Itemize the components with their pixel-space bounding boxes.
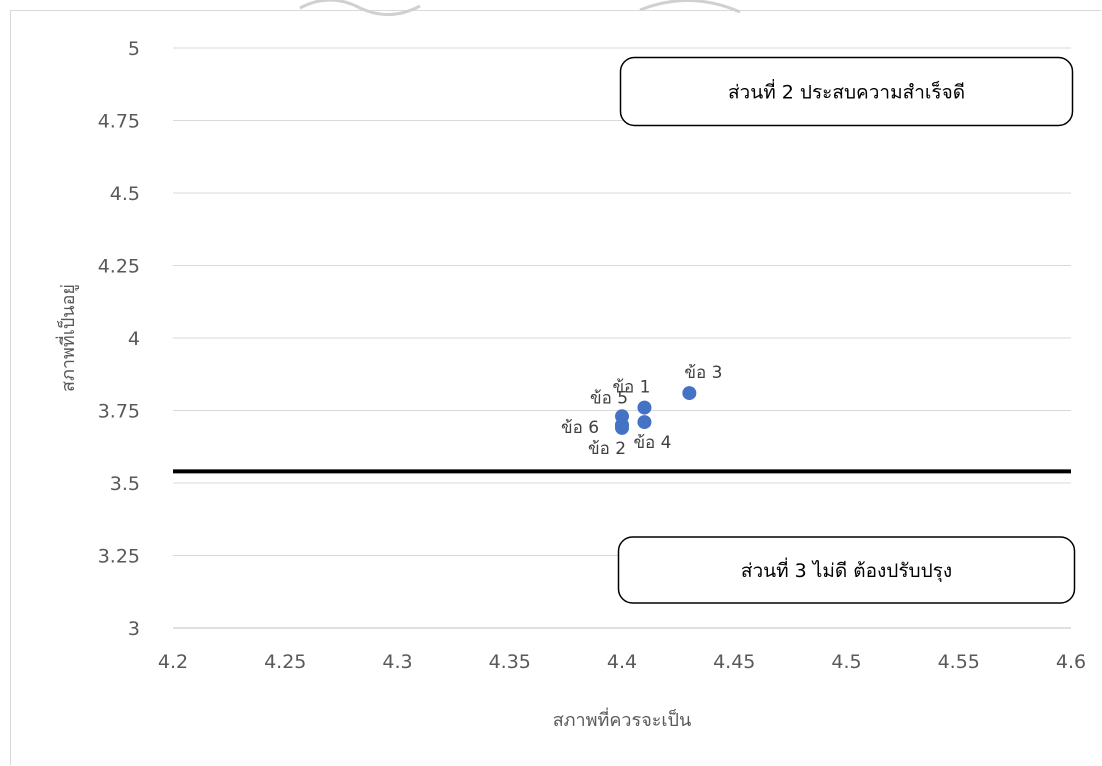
x-axis-title: สภาพที่ควรจะเป็น xyxy=(553,707,692,731)
y-tick-label: 5 xyxy=(128,38,140,60)
point-label: ข้อ 4 xyxy=(633,433,671,453)
point-label: ข้อ 3 xyxy=(684,363,722,383)
point-label: ข้อ 6 xyxy=(561,418,599,438)
x-tick-label: 4.4 xyxy=(607,651,637,673)
data-point xyxy=(637,415,652,430)
y-tick-label: 3.75 xyxy=(98,401,140,423)
data-points xyxy=(615,386,697,435)
y-tick-label: 4 xyxy=(128,328,140,350)
chart-frame xyxy=(10,10,1101,765)
annotation-text: ส่วนที่ 2 ประสบความสำเร็จดี xyxy=(728,79,965,104)
x-tick-label: 4.35 xyxy=(489,651,531,673)
y-tick-label: 3.25 xyxy=(98,546,140,568)
point-label: ข้อ 5 xyxy=(590,388,628,408)
y-tick-labels: 3 3.25 3.5 3.75 4 4.25 4.5 4.75 5 xyxy=(98,38,140,640)
annotations: ส่วนที่ 2 ประสบความสำเร็จดีส่วนที่ 3 ไม่… xyxy=(617,56,1076,604)
annotation-box xyxy=(619,56,1074,127)
x-tick-label: 4.55 xyxy=(938,651,980,673)
watermark xyxy=(299,0,741,17)
y-tick-label: 4.75 xyxy=(98,111,140,133)
data-point xyxy=(615,418,629,432)
y-tick-label: 4.5 xyxy=(110,183,140,205)
annotation-box xyxy=(617,536,1076,604)
x-tick-label: 4.3 xyxy=(382,651,412,673)
point-labels: ข้อ 1 ข้อ 2 ข้อ 3 ข้อ 4 ข้อ 5 ข้อ 6 xyxy=(561,363,722,459)
point-label: ข้อ 2 xyxy=(588,439,626,459)
y-axis-title: สภาพที่เป็นอยู่ xyxy=(55,284,79,392)
x-tick-label: 4.5 xyxy=(831,651,861,673)
x-tick-label: 4.45 xyxy=(713,651,755,673)
data-point xyxy=(682,386,697,401)
annotation-text: ส่วนที่ 3 ไม่ดี ต้องปรับปรุง xyxy=(741,557,952,583)
x-tick-label: 4.25 xyxy=(264,651,306,673)
x-tick-label: 4.6 xyxy=(1056,651,1086,673)
y-tick-label: 4.25 xyxy=(98,256,140,278)
point-label: ข้อ 1 xyxy=(612,378,650,398)
data-point xyxy=(637,400,652,415)
x-tick-label: 4.2 xyxy=(158,651,188,673)
x-tick-labels: 4.2 4.25 4.3 4.35 4.4 4.45 4.5 4.55 4.6 xyxy=(158,651,1086,673)
y-tick-label: 3 xyxy=(128,618,140,640)
y-tick-label: 3.5 xyxy=(110,473,140,495)
